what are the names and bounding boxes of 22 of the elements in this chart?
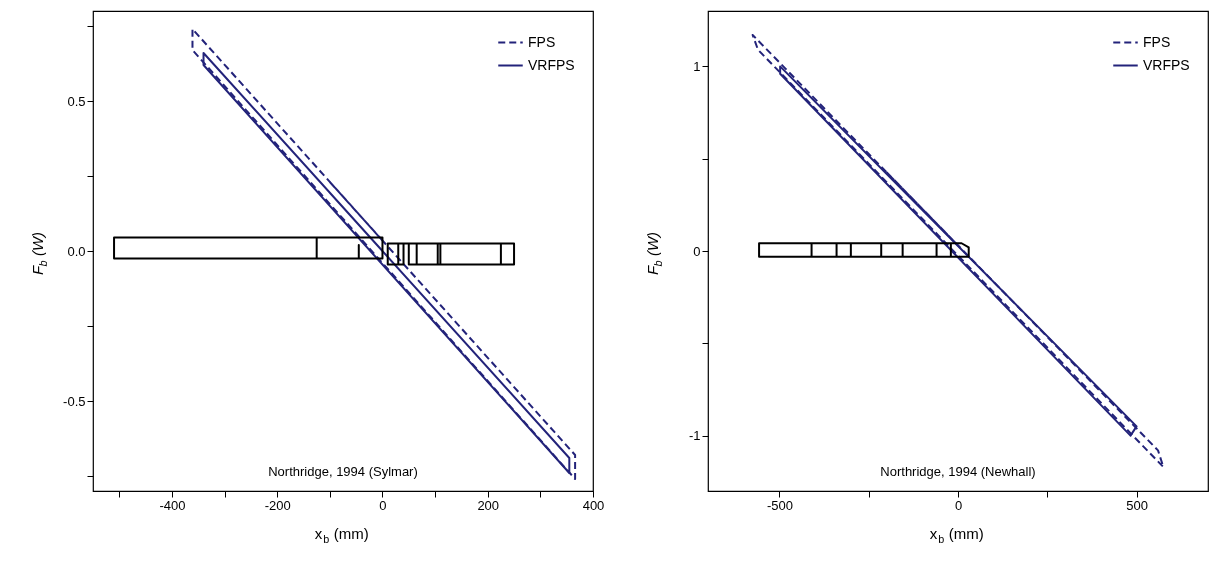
y-tick-label: -0.5 [63, 393, 86, 409]
x-tick-label: 200 [477, 497, 500, 513]
x-tick-label: 0 [379, 497, 387, 513]
legend-label: VRFPS [1143, 56, 1190, 73]
y-axis-title: Fb (W) [644, 231, 664, 276]
x-tick-label: -500 [766, 497, 793, 513]
y-tick-label: 1 [693, 58, 701, 74]
legend-label: FPS [1143, 33, 1171, 50]
x-tick-label: 500 [1126, 497, 1148, 513]
y-tick-label: 0.5 [67, 93, 86, 109]
annotation: Northridge, 1994 (Sylmar) [268, 464, 418, 479]
legend-label: FPS [528, 33, 556, 50]
y-tick-label: -1 [688, 428, 701, 444]
x-tick-label: -200 [264, 497, 291, 513]
y-tick-label: 0 [693, 243, 701, 259]
y-tick-label: 0.0 [67, 243, 86, 259]
x-tick-label: 400 [582, 497, 605, 513]
x-tick-label: -400 [159, 497, 186, 513]
annotation: Northridge, 1994 (Newhall) [880, 464, 1036, 479]
x-tick-label: 0 [954, 497, 963, 513]
y-axis-title: Fb (W) [29, 231, 49, 276]
legend-label: VRFPS [528, 56, 575, 73]
